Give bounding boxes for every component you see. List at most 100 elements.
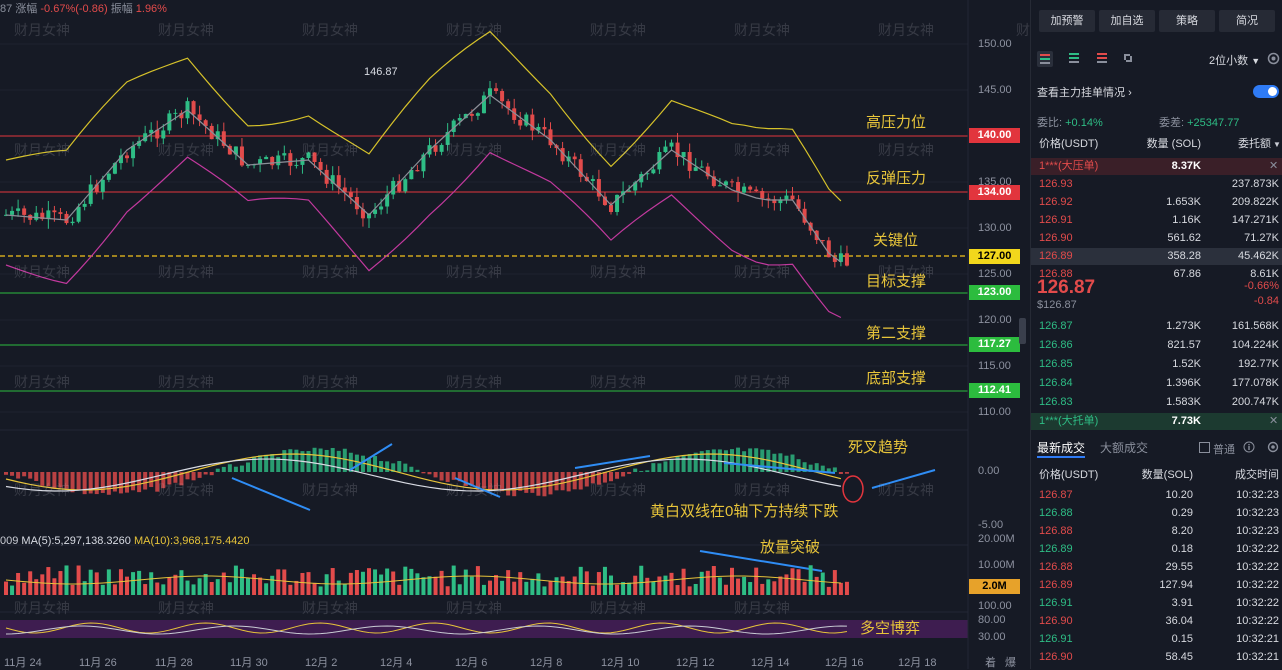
trend-arrow xyxy=(723,462,836,474)
volume-bar xyxy=(282,569,287,595)
candle-body xyxy=(227,145,232,155)
trade-qty: 58.45 xyxy=(1165,651,1193,663)
tab-latest-trades[interactable]: 最新成交 xyxy=(1037,441,1086,455)
trade-price: 126.91 xyxy=(1039,633,1073,645)
bid-row[interactable]: 126.86 821.57 104.224K xyxy=(1031,337,1282,354)
macd-bar xyxy=(796,459,801,472)
candle-body xyxy=(203,120,208,126)
decimals-select[interactable]: 2位小数 ▼ xyxy=(1209,52,1260,68)
volume-bar xyxy=(512,581,517,595)
chart-canvas[interactable] xyxy=(0,0,1022,669)
volume-bar xyxy=(4,581,8,595)
bid-row[interactable]: 126.85 1.52K 192.77K xyxy=(1031,356,1282,373)
bid-amount: 192.77K xyxy=(1238,358,1279,370)
volume-bar xyxy=(627,582,632,595)
macd-bar xyxy=(699,451,704,472)
candle-body xyxy=(330,175,335,184)
macd-bar xyxy=(112,472,117,492)
candle-body xyxy=(663,146,668,153)
macd-bar xyxy=(282,450,287,472)
volume-bar xyxy=(590,585,595,595)
big-ask-banner[interactable]: 1***(大压单) 8.37K ✕ xyxy=(1031,158,1282,175)
bid-qty: 1.273K xyxy=(1166,320,1201,332)
big-bid-banner[interactable]: 1***(大托单) 7.73K ✕ xyxy=(1031,413,1282,430)
overview-button[interactable]: 简况 xyxy=(1219,10,1275,32)
volume-bar xyxy=(536,573,541,595)
orderbook-asks-icon[interactable] xyxy=(1095,51,1109,65)
bid-row[interactable]: 126.83 1.583K 200.747K xyxy=(1031,394,1282,411)
volume-bar xyxy=(814,576,819,595)
trade-time: 10:32:22 xyxy=(1236,597,1279,609)
orderbook-both-icon[interactable] xyxy=(1037,51,1053,67)
add-watchlist-button[interactable]: 加自选 xyxy=(1099,10,1155,32)
candle-body xyxy=(469,113,474,116)
panel-collapse-handle[interactable] xyxy=(1019,318,1026,344)
trend-arrow xyxy=(454,477,501,498)
ask-row[interactable]: 126.89 358.28 45.462K xyxy=(1031,248,1282,265)
trade-time: 10:32:21 xyxy=(1236,651,1279,663)
ask-row[interactable]: 126.92 1.653K 209.822K xyxy=(1031,194,1282,211)
close-icon[interactable]: ✕ xyxy=(1269,160,1279,172)
info-icon[interactable] xyxy=(1243,441,1255,453)
macd-bar xyxy=(427,472,432,475)
close-icon[interactable]: ✕ xyxy=(1269,415,1279,427)
ask-price: 126.92 xyxy=(1039,196,1073,208)
tab-large-trades[interactable]: 大额成交 xyxy=(1100,441,1149,455)
diff-value: +25347.77 xyxy=(1187,117,1240,129)
macd-bar xyxy=(639,471,644,472)
volume-axis-label: 20.00M xyxy=(978,533,1015,545)
volume-ma-line xyxy=(5,575,841,585)
volume-bar xyxy=(693,583,698,595)
candle-body xyxy=(633,182,638,191)
trade-price: 126.88 xyxy=(1039,561,1073,573)
volume-bar xyxy=(246,577,250,595)
candle-body xyxy=(433,145,438,152)
candle-body xyxy=(602,196,607,206)
volume-bar xyxy=(149,572,154,595)
annotation-bull-bear: 多空博弈 xyxy=(860,620,921,637)
candle-body xyxy=(100,179,105,192)
candle-body xyxy=(518,119,523,126)
ask-row[interactable]: 126.91 1.16K 147.271K xyxy=(1031,212,1282,229)
candle-body xyxy=(844,253,849,266)
trend-arrow xyxy=(349,443,393,471)
candle-body xyxy=(373,209,378,214)
candle-body xyxy=(578,159,583,177)
candle-body xyxy=(403,179,408,192)
macd-bar xyxy=(221,466,226,472)
add-alert-button[interactable]: 加预警 xyxy=(1039,10,1095,32)
main-orders-link[interactable]: 查看主力挂单情况 › xyxy=(1037,84,1132,100)
volume-bar xyxy=(433,576,438,595)
main-orders-toggle[interactable] xyxy=(1253,85,1279,98)
volume-bar xyxy=(427,576,432,595)
candle-body xyxy=(832,257,837,262)
candle-body xyxy=(161,130,166,139)
trade-price: 126.90 xyxy=(1039,651,1073,663)
orderbook-bids-icon[interactable] xyxy=(1067,51,1081,65)
ask-row[interactable]: 126.90 561.62 71.27K xyxy=(1031,230,1282,247)
macd-bar xyxy=(246,462,250,472)
trade-qty: 29.55 xyxy=(1165,561,1193,573)
volume-bar xyxy=(354,570,359,595)
macd-bar xyxy=(560,472,565,491)
trade-row: 126.90 58.45 10:32:21 xyxy=(1031,649,1282,666)
normal-checkbox[interactable] xyxy=(1199,442,1210,453)
settings-icon[interactable] xyxy=(1267,52,1280,65)
candle-body xyxy=(826,240,831,258)
bid-qty: 1.583K xyxy=(1166,396,1201,408)
candle-body xyxy=(88,184,93,204)
ask-row[interactable]: 126.88 67.86 8.61K xyxy=(1031,266,1282,283)
expand-icon[interactable] xyxy=(1121,51,1135,65)
strategy-button[interactable]: 策略 xyxy=(1159,10,1215,32)
settings-icon[interactable] xyxy=(1267,441,1279,453)
kline-chart[interactable]: 87 涨幅 -0.67%(-0.86) 振幅 1.96% 150.00 145.… xyxy=(0,0,1072,669)
ma-prefix: 009 xyxy=(0,535,19,547)
volume-bar xyxy=(276,569,281,595)
macd-bar xyxy=(185,472,190,480)
volume-bar xyxy=(203,573,208,595)
ask-row[interactable]: 126.93 237.873K xyxy=(1031,176,1282,193)
order-ratio: 委比: +0.14% xyxy=(1037,114,1103,130)
volume-bar xyxy=(723,584,728,595)
bid-row[interactable]: 126.84 1.396K 177.078K xyxy=(1031,375,1282,392)
bid-row[interactable]: 126.87 1.273K 161.568K xyxy=(1031,318,1282,335)
